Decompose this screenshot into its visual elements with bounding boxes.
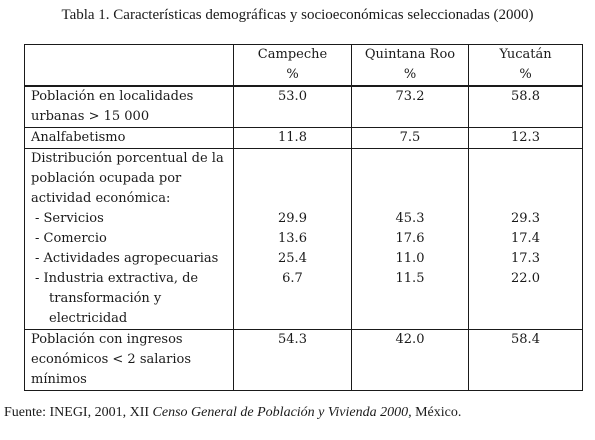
row-label-distribucion: Distribución porcentual de la población … <box>24 148 234 330</box>
value-cell: 17.6 <box>395 231 425 246</box>
row-label-ingresos: Población con ingresos económicos < 2 sa… <box>24 329 234 391</box>
value-cell: 73.2 <box>351 85 469 128</box>
value-cell: 58.4 <box>468 329 583 391</box>
value-cell: 29.9 <box>278 211 307 226</box>
value-cell: 54.3 <box>233 329 352 391</box>
value-column-yucatan: 29.3 17.4 17.3 22.0 <box>468 148 583 330</box>
value-cell: 12.3 <box>468 127 583 149</box>
unit-row: % % % <box>24 65 583 87</box>
value-cell: 42.0 <box>351 329 469 391</box>
table-row-analfabetismo: Analfabetismo 11.8 7.5 12.3 <box>24 127 583 149</box>
row-label-line: actividad económica: <box>31 191 171 206</box>
value-column-campeche: 29.9 13.6 25.4 6.7 <box>233 148 352 330</box>
table-row-distribucion: Distribución porcentual de la población … <box>24 148 583 330</box>
value-cell: 22.0 <box>511 271 540 286</box>
unit-label-quintana-roo: % <box>351 65 469 87</box>
value-cell: 11.8 <box>233 127 352 149</box>
row-label-line: Población en localidades <box>31 89 194 104</box>
value-cell: 17.3 <box>511 251 540 266</box>
source-suffix: México. <box>411 405 462 420</box>
sub-row-label-industria-cont: transformación y <box>49 291 162 306</box>
value-cell: 29.3 <box>511 211 540 226</box>
value-cell: 53.0 <box>233 85 352 128</box>
table-row-poblacion-urbana: Población en localidades urbanas > 15 00… <box>24 85 583 128</box>
row-label-line: Población con ingresos <box>31 332 183 347</box>
value-cell: 17.4 <box>511 231 540 246</box>
value-cell: 45.3 <box>395 211 425 226</box>
row-label-analfabetismo: Analfabetismo <box>24 127 234 149</box>
sub-row-label-servicios: - Servicios <box>35 211 104 226</box>
column-header-campeche: Campeche <box>233 44 352 65</box>
row-label-line: población ocupada por <box>31 171 182 186</box>
column-header-quintana-roo: Quintana Roo <box>351 44 469 65</box>
unit-label-campeche: % <box>233 65 352 87</box>
row-label-poblacion-urbana: Población en localidades urbanas > 15 00… <box>24 85 234 128</box>
value-cell: 6.7 <box>282 271 303 286</box>
unit-corner-cell <box>24 65 234 87</box>
header-corner-cell <box>24 44 234 65</box>
unit-label-yucatan: % <box>468 65 583 87</box>
source-title: Censo General de Población y Vivienda 20… <box>152 405 412 420</box>
sub-row-label-industria: - Industria extractiva, de <box>35 271 199 286</box>
row-label-line: mínimos <box>31 372 87 387</box>
source-prefix: Fuente: INEGI, 2001, XII <box>4 405 153 420</box>
table-caption: Tabla 1. Características demográficas y … <box>61 7 534 23</box>
value-cell: 13.6 <box>278 231 307 246</box>
value-cell: 25.4 <box>278 251 307 266</box>
row-label-line: urbanas > 15 000 <box>31 109 150 124</box>
row-label-line: económicos < 2 salarios <box>31 352 192 367</box>
value-cell: 58.8 <box>468 85 583 128</box>
source-note: Fuente: INEGI, 2001, XII Censo General d… <box>4 404 461 422</box>
sub-row-label-agropecuarias: - Actividades agropecuarias <box>35 251 219 266</box>
column-header-yucatan: Yucatán <box>468 44 583 65</box>
table-row-ingresos: Población con ingresos económicos < 2 sa… <box>24 329 583 391</box>
value-cell: 11.0 <box>395 251 425 266</box>
header-row: Campeche Quintana Roo Yucatán <box>24 44 583 65</box>
sub-row-label-comercio: - Comercio <box>35 231 107 246</box>
data-table: Campeche Quintana Roo Yucatán % % % Pobl… <box>24 44 583 391</box>
value-cell: 11.5 <box>395 271 425 286</box>
row-label-line: Distribución porcentual de la <box>31 151 224 166</box>
value-cell: 7.5 <box>351 127 469 149</box>
sub-row-label-industria-cont: electricidad <box>49 311 128 326</box>
value-column-quintana-roo: 45.3 17.6 11.0 11.5 <box>351 148 469 330</box>
